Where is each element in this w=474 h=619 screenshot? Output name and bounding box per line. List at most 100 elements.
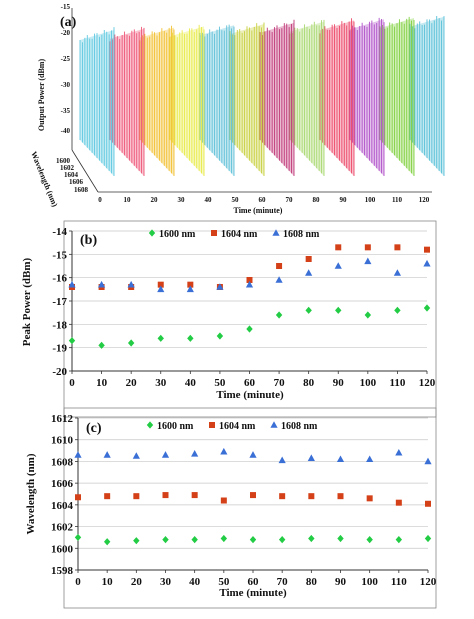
x-tick-label: 80 [306,576,318,588]
panel-c-gridlines [75,417,429,573]
y-tick-label: 1602 [51,522,74,534]
data-point [366,455,374,463]
data-point [364,311,372,319]
data-point [249,451,257,458]
data-point [336,455,345,463]
data-point [394,244,401,251]
data-point [275,311,283,319]
x-tick-label: 40 [185,377,197,389]
data-point [191,450,199,457]
data-point [395,448,403,456]
legend-marker [211,230,217,236]
x-tick-label: 20 [151,196,159,204]
panel-b-x-tick-labels: 0 10 20 30 40 50 60 70 80 90 100 110 120 [69,377,436,389]
x-tick-label: 100 [361,576,378,588]
x-tick-label: 50 [218,576,230,588]
data-point [423,304,431,312]
data-point [191,536,198,544]
data-point [425,500,431,507]
panel-a-depth-axis [71,149,99,193]
data-point [132,452,140,459]
x-tick-label: 80 [313,196,321,204]
x-tick-label: 70 [286,196,294,204]
spectrum-block [319,18,355,177]
y-tick-label: 1608 [51,456,74,468]
data-point [216,332,224,340]
y-tick-label: 1612 [51,413,74,425]
data-point [127,339,135,347]
legend-label: 1608 nm [283,229,320,240]
data-point [75,494,81,501]
x-tick-label: 90 [333,377,345,389]
data-point [133,537,140,545]
y-tick-label: -17 [52,296,67,308]
panel-b-gridlines [69,230,428,374]
panel-a-x-axis-label: Time (minute) [234,206,283,215]
data-point [133,493,140,500]
panel-b-y-tick-labels: -14 -15 -16 -17 -18 -19 -20 [52,226,67,378]
x-tick-label: 90 [340,196,348,204]
data-point [364,244,371,251]
depth-tick-label: 1608 [74,186,89,194]
y-tick-label: -14 [52,226,67,238]
data-point [246,325,253,333]
data-point [216,283,224,290]
panel-c-y-tick-labels: 1612 1610 1608 1606 1604 1602 1600 1598 [51,413,74,577]
y-tick-label: -15 [52,249,67,261]
data-point [104,493,111,500]
legend-label: 1608 nm [281,421,318,432]
data-point [250,492,256,499]
data-point [162,492,169,499]
data-point [103,538,111,546]
depth-tick-label: 1606 [69,178,84,186]
data-point [424,246,430,253]
data-point [98,341,105,349]
x-tick-label: 10 [102,576,114,588]
x-tick-label: 40 [205,196,213,204]
data-point [187,334,194,342]
panel-a-spectra [79,15,445,177]
panel-a-y-axis-label: Output Power (dBm) [37,59,46,132]
panel-a-label: (a) [60,15,77,30]
data-point [395,499,402,506]
panel-c-label: (c) [86,421,102,436]
y-tick-label: -40 [61,127,71,135]
data-point [220,497,227,504]
data-point [68,280,76,288]
spectrum-block [349,17,385,177]
data-point [366,536,373,544]
y-tick-label: -18 [52,319,67,331]
data-point [337,493,344,500]
x-tick-label: 30 [160,576,172,588]
x-tick-label: 110 [391,576,407,588]
spectrum-block [379,16,415,176]
data-point [276,263,283,269]
panel-c-legend: 1600 nm 1604 nm 1608 nm [146,421,318,432]
panel-b-data-points [68,244,431,349]
data-point [220,447,228,455]
y-tick-label: 1610 [51,435,74,447]
x-tick-label: 100 [360,377,377,389]
series-1600-nm [74,533,432,546]
data-point [308,534,315,543]
data-point [161,451,170,458]
spectrum-block [409,15,445,176]
data-point [249,536,257,544]
data-point [393,269,402,276]
panel-a-axes [71,8,432,193]
x-tick-label: 10 [96,377,108,389]
x-tick-label: 120 [419,196,430,204]
legend-label: 1600 nm [159,229,196,240]
data-point [424,534,432,543]
x-tick-label: 0 [98,196,102,204]
data-point [278,536,286,544]
legend-label: 1600 nm [157,421,194,432]
data-point [162,536,169,544]
y-tick-label: 1604 [51,500,74,512]
data-point [307,454,315,461]
x-tick-label: 10 [124,196,132,204]
spectrum-block [259,19,295,176]
data-point [305,256,312,262]
spectrum-block [79,27,115,176]
